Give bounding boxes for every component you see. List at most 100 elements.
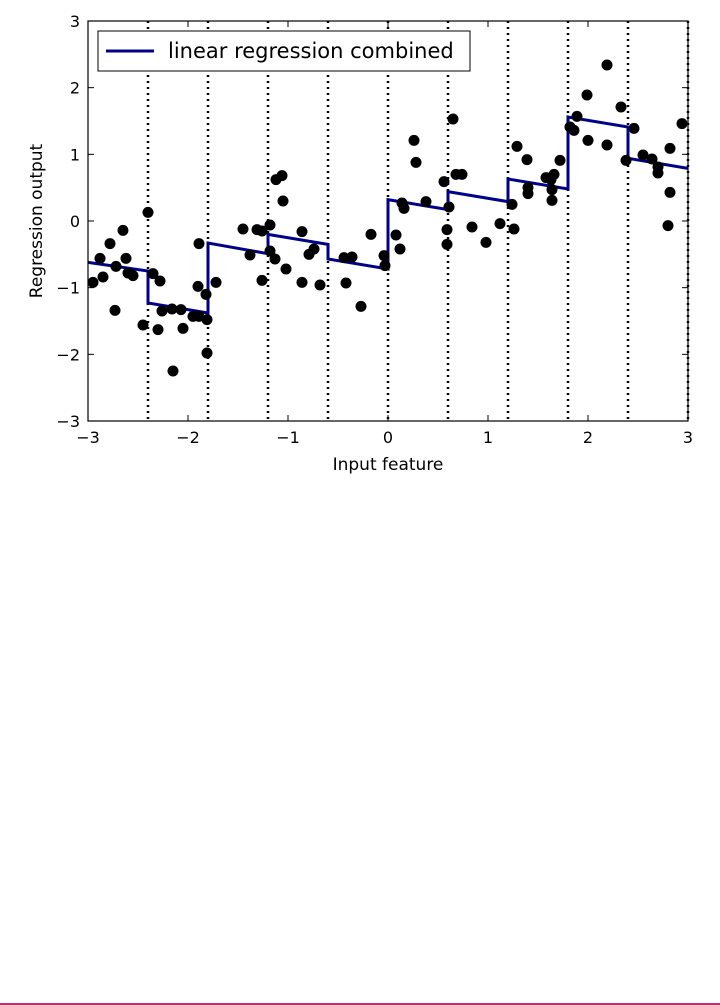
data-point (152, 324, 164, 336)
data-point (346, 251, 358, 263)
data-point (94, 252, 106, 264)
data-point (480, 236, 492, 248)
data-point (166, 303, 178, 315)
x-tick-label: −3 (76, 428, 100, 447)
data-point (277, 195, 289, 207)
data-point (201, 314, 213, 326)
data-point (628, 122, 640, 134)
data-point (308, 243, 320, 255)
data-point (546, 194, 558, 206)
data-point (167, 365, 179, 377)
data-point (394, 243, 406, 255)
x-tick-label: −1 (276, 428, 300, 447)
x-axis-label: Input feature (333, 455, 444, 475)
data-point (244, 249, 256, 261)
data-point (554, 154, 566, 166)
data-point (546, 184, 558, 196)
data-point (296, 276, 308, 288)
data-point (568, 124, 580, 136)
data-point (601, 59, 613, 71)
data-point (447, 113, 459, 125)
bin-boundary-lines (146, 21, 690, 421)
data-point (97, 271, 109, 283)
y-tick-label: 3 (70, 12, 80, 31)
x-tick-label: 2 (583, 428, 593, 447)
data-point (378, 250, 390, 262)
data-point (276, 170, 288, 182)
data-point (117, 224, 129, 236)
data-point (511, 140, 523, 152)
data-point (441, 224, 453, 236)
data-point (390, 229, 402, 241)
data-point (379, 260, 391, 272)
data-point (256, 274, 268, 286)
data-point (154, 275, 166, 287)
y-tick-label: −2 (56, 345, 80, 364)
data-point (521, 154, 533, 166)
data-point (193, 238, 205, 250)
y-tick-label: 0 (70, 212, 80, 231)
data-point (110, 260, 122, 272)
data-points (87, 59, 688, 377)
data-point (581, 89, 593, 101)
x-tick-label: −2 (176, 428, 200, 447)
x-tick-label: 3 (683, 428, 693, 447)
data-point (398, 202, 410, 214)
legend: linear regression combined (97, 30, 471, 72)
regression-line-series (87, 115, 689, 315)
data-point (296, 226, 308, 238)
data-point (340, 277, 352, 289)
x-tick-label: 1 (483, 428, 493, 447)
data-point (264, 245, 276, 257)
data-point (441, 238, 453, 250)
x-tick-label: 0 (383, 428, 393, 447)
data-point (664, 186, 676, 198)
data-point (104, 238, 116, 250)
y-tick-label: −1 (56, 279, 80, 298)
data-point (508, 223, 520, 235)
y-tick-label: 1 (70, 145, 80, 164)
data-point (662, 220, 674, 232)
data-point (506, 198, 518, 210)
data-point (137, 319, 149, 331)
bottom-divider (0, 1003, 720, 1005)
data-point (355, 300, 367, 312)
data-point (652, 161, 664, 173)
data-point (676, 118, 688, 130)
data-point (256, 225, 268, 237)
data-point (142, 206, 154, 218)
data-point (109, 304, 121, 316)
data-point (175, 304, 187, 316)
data-point (87, 276, 99, 288)
regression-line (87, 115, 689, 315)
data-point (177, 322, 189, 334)
data-point (408, 134, 420, 146)
data-point (156, 305, 168, 317)
data-point (522, 188, 534, 200)
data-point (582, 134, 594, 146)
data-point (192, 280, 204, 292)
data-point (269, 253, 281, 265)
y-tick-label: −3 (56, 412, 80, 431)
data-point (127, 270, 139, 282)
data-point (338, 252, 350, 264)
data-point (410, 156, 422, 168)
legend-entry-label: linear regression combined (168, 39, 454, 63)
data-point (601, 139, 613, 151)
y-axis-label: Regression output (27, 143, 47, 298)
data-point (420, 196, 432, 208)
data-point (456, 168, 468, 180)
data-point (365, 228, 377, 240)
axis-ticks: −3 −2 −1 0 1 2 3 −3 −2 −1 0 1 2 3 (56, 12, 693, 447)
data-point (571, 110, 583, 122)
data-point (637, 149, 649, 161)
data-point (237, 223, 249, 235)
data-point (620, 154, 632, 166)
data-point (200, 288, 212, 300)
data-point (264, 219, 276, 231)
data-point (494, 218, 506, 230)
y-tick-label: 2 (70, 79, 80, 98)
data-point (280, 263, 292, 275)
data-point (210, 276, 222, 288)
data-point (548, 168, 560, 180)
